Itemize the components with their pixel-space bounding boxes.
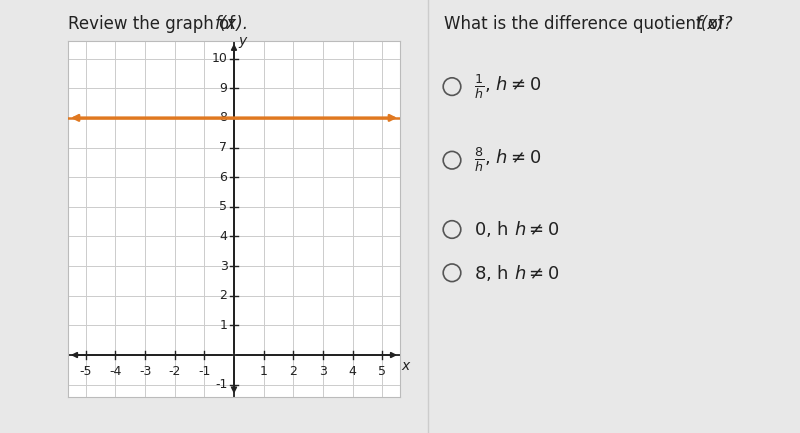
Text: 6: 6 <box>220 171 227 184</box>
Text: 0, h $h \neq 0$: 0, h $h \neq 0$ <box>474 220 559 239</box>
Text: 8, h $h \neq 0$: 8, h $h \neq 0$ <box>474 263 559 283</box>
Text: 1: 1 <box>260 365 267 378</box>
Text: 5: 5 <box>378 365 386 378</box>
Text: -2: -2 <box>169 365 181 378</box>
Text: f(x)?: f(x)? <box>696 15 734 33</box>
Text: 7: 7 <box>219 141 227 154</box>
Text: $\frac{1}{h}$, $h \neq 0$: $\frac{1}{h}$, $h \neq 0$ <box>474 72 541 101</box>
Text: x: x <box>402 359 410 373</box>
Text: y: y <box>238 34 246 48</box>
Text: 3: 3 <box>220 260 227 273</box>
Text: 1: 1 <box>220 319 227 332</box>
Text: -3: -3 <box>139 365 151 378</box>
Text: 2: 2 <box>220 289 227 302</box>
Text: -4: -4 <box>110 365 122 378</box>
Text: What is the difference quotient of: What is the difference quotient of <box>444 15 729 33</box>
Text: 5: 5 <box>219 200 227 213</box>
Text: Review the graph of: Review the graph of <box>68 15 240 33</box>
Text: 9: 9 <box>220 82 227 95</box>
Text: f(x).: f(x). <box>214 15 248 33</box>
Text: 2: 2 <box>290 365 298 378</box>
Text: 4: 4 <box>349 365 357 378</box>
Text: 3: 3 <box>319 365 327 378</box>
Text: 8: 8 <box>219 111 227 124</box>
Text: 10: 10 <box>212 52 227 65</box>
Text: -1: -1 <box>215 378 227 391</box>
Text: 4: 4 <box>220 230 227 243</box>
Text: $\frac{8}{h}$, $h \neq 0$: $\frac{8}{h}$, $h \neq 0$ <box>474 146 541 174</box>
Text: -5: -5 <box>79 365 92 378</box>
Text: -1: -1 <box>198 365 210 378</box>
